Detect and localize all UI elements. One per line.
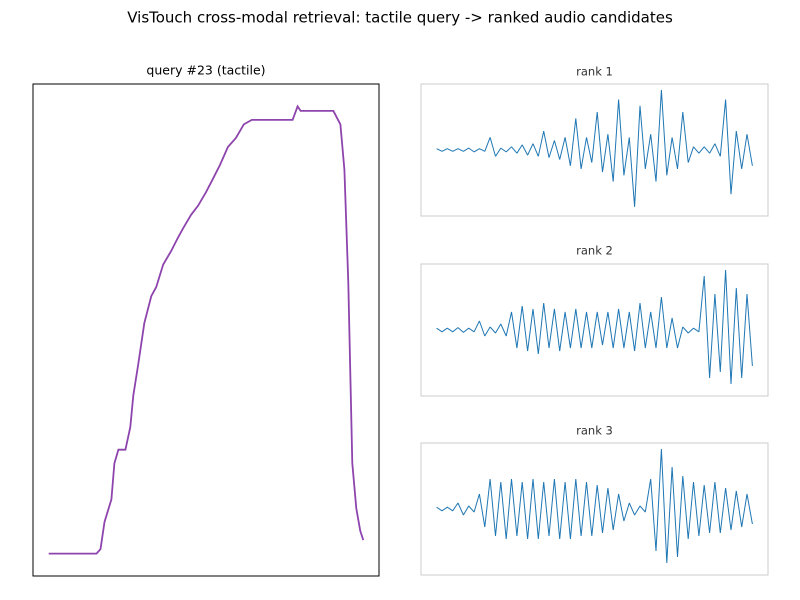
panel-frame (420, 442, 769, 576)
panel-title: query #23 (tactile) (146, 63, 265, 78)
panel-title: rank 1 (576, 65, 613, 79)
panel-title: rank 2 (576, 244, 613, 258)
panel-frame (32, 83, 380, 577)
panel-frame (420, 83, 769, 217)
waveform (436, 269, 753, 385)
tactile-line (48, 104, 365, 555)
waveform (436, 448, 753, 564)
figure-title: VisTouch cross-modal retrieval: tactile … (127, 9, 673, 27)
panel-title: rank 3 (576, 424, 613, 438)
panel-frame (420, 263, 769, 397)
waveform (436, 89, 753, 207)
